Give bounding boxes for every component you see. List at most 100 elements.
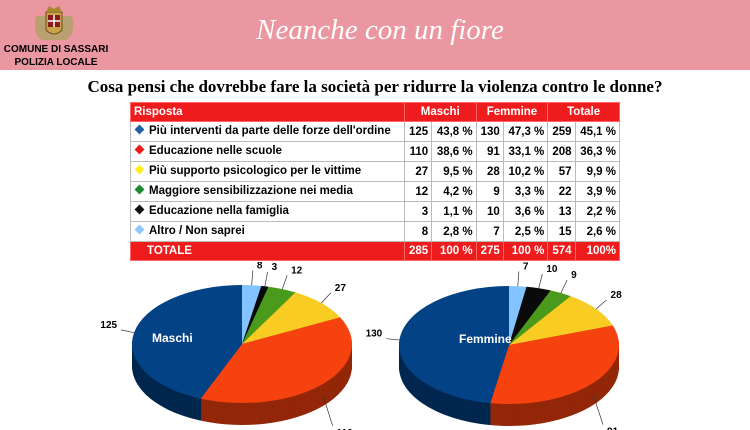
table-row: Educazione nelle scuole 110 38,6 % 91 33,1 %…: [130, 141, 620, 162]
table-row: Più interventi da parte delle forze dell…: [130, 121, 620, 142]
table-row: Maggiore sensibilizzazione nei media 12 4,…: [130, 181, 620, 202]
row-label: Più supporto psicologico per le vittime: [130, 161, 405, 182]
cell-f: 130: [475, 121, 504, 142]
legend-diamond-icon: [134, 204, 145, 215]
total-fp: 100 %: [502, 241, 549, 261]
cell-fp: 47,3 %: [502, 121, 549, 142]
row-label: Educazione nella famiglia: [130, 201, 405, 222]
pie-slice: [242, 285, 269, 344]
cell-m: 3: [403, 201, 433, 222]
cell-m: 125: [403, 121, 433, 142]
table-row: Più supporto psicologico per le vittime 2…: [130, 161, 620, 182]
data-label: 125: [100, 320, 117, 331]
legend-diamond-icon: [134, 164, 145, 175]
pie-title: Maschi: [152, 331, 193, 345]
leader-line: [121, 329, 135, 334]
col-totale: Totale: [547, 102, 620, 122]
cell-m: 12: [403, 181, 433, 202]
cell-tp: 45,1 %: [574, 121, 620, 142]
data-label: 7: [523, 262, 529, 272]
data-label: 10: [546, 264, 558, 275]
pie-slice: [509, 286, 527, 345]
cell-tp: 36,3 %: [574, 141, 620, 162]
pie-slice: [132, 285, 242, 399]
cell-tp: 3,9 %: [574, 181, 620, 202]
cell-m: 8: [403, 221, 433, 242]
leader-line: [321, 292, 332, 304]
data-label: 110: [337, 428, 354, 430]
total-mp: 100 %: [431, 241, 477, 261]
pie-slice: [200, 317, 352, 403]
pie-slice: [399, 286, 509, 404]
data-label: 3: [272, 262, 278, 273]
cell-m: 110: [403, 141, 433, 162]
table-row: Educazione nella famiglia 3 1,1 % 10 3,6 % 13…: [130, 201, 620, 222]
cell-mp: 4,2 %: [431, 181, 477, 202]
leader-line: [517, 271, 520, 287]
cell-fp: 3,3 %: [502, 181, 549, 202]
pie-slice: [242, 292, 341, 344]
pie-maschi: 83 12 27 110 125 Maschi: [100, 262, 353, 430]
cell-f: 10: [475, 201, 504, 222]
total-tp: 100%: [574, 241, 620, 261]
row-label: Più interventi da parte delle forze dell…: [130, 121, 405, 142]
cell-mp: 38,6 %: [431, 141, 477, 162]
org-subname: POLIZIA LOCALE: [14, 57, 98, 68]
col-femmine: Femmine: [475, 102, 549, 122]
cell-fp: 2,5 %: [502, 221, 549, 242]
cell-f: 91: [475, 141, 504, 162]
data-label: 28: [611, 290, 623, 301]
leader-line: [386, 338, 400, 341]
pie-femmine: 7 10 9 28 91 130 Femmine: [366, 262, 623, 430]
leader-line: [592, 394, 604, 425]
cell-fp: 3,6 %: [502, 201, 549, 222]
col-risposta: Risposta: [130, 102, 405, 122]
pie-slice: [242, 286, 296, 344]
row-label: Altro / Non saprei: [130, 221, 405, 242]
cell-mp: 1,1 %: [431, 201, 477, 222]
cell-t: 57: [547, 161, 576, 182]
total-m: 285: [403, 241, 433, 261]
row-label: Maggiore sensibilizzazione nei media: [130, 181, 405, 202]
data-label: 27: [335, 283, 347, 294]
pie-slice: [509, 290, 571, 345]
campaign-title: Neanche con un fiore: [256, 14, 504, 46]
cell-mp: 9,5 %: [431, 161, 477, 182]
org-name: COMUNE DI SASSARI: [3, 44, 109, 55]
question-heading: Cosa pensi che dovrebbe fare la società …: [87, 77, 663, 96]
cell-t: 22: [547, 181, 576, 202]
leader-line: [595, 299, 607, 310]
header-banner: COMUNE DI SASSARI POLIZIA LOCALE Neanche…: [0, 0, 750, 70]
leader-line: [251, 270, 254, 286]
total-t: 574: [547, 241, 576, 261]
leader-line: [264, 271, 268, 287]
leader-line: [322, 394, 333, 427]
legend-diamond-icon: [134, 124, 145, 135]
total-f: 275: [475, 241, 504, 261]
cell-t: 15: [547, 221, 576, 242]
cell-fp: 10,2 %: [502, 161, 549, 182]
data-label: 12: [291, 265, 303, 276]
leader-line: [560, 279, 568, 294]
pie-slice: [490, 325, 619, 404]
cell-tp: 9,9 %: [574, 161, 620, 182]
cell-mp: 43,8 %: [431, 121, 477, 142]
legend-diamond-icon: [134, 224, 145, 235]
table-row: Altro / Non saprei 8 2,8 % 7 2,5 % 15 2,6 %: [130, 221, 620, 242]
leader-line: [538, 273, 543, 289]
cell-t: 259: [547, 121, 576, 142]
cell-t: 13: [547, 201, 576, 222]
leader-line: [281, 275, 288, 290]
pie-slice: [509, 286, 551, 345]
cell-t: 208: [547, 141, 576, 162]
pie-title: Femmine: [459, 332, 512, 346]
total-row: TOTALE 285 100 % 275 100 % 574 100%: [130, 241, 620, 261]
cell-f: 28: [475, 161, 504, 182]
coat-of-arms-logo: [34, 6, 74, 40]
cell-tp: 2,6 %: [574, 221, 620, 242]
legend-diamond-icon: [134, 184, 145, 195]
total-label: TOTALE: [130, 241, 405, 261]
results-table: Risposta Maschi Femmine Totale Più inter…: [130, 102, 620, 261]
cell-f: 9: [475, 181, 504, 202]
pie-slice: [509, 296, 613, 345]
